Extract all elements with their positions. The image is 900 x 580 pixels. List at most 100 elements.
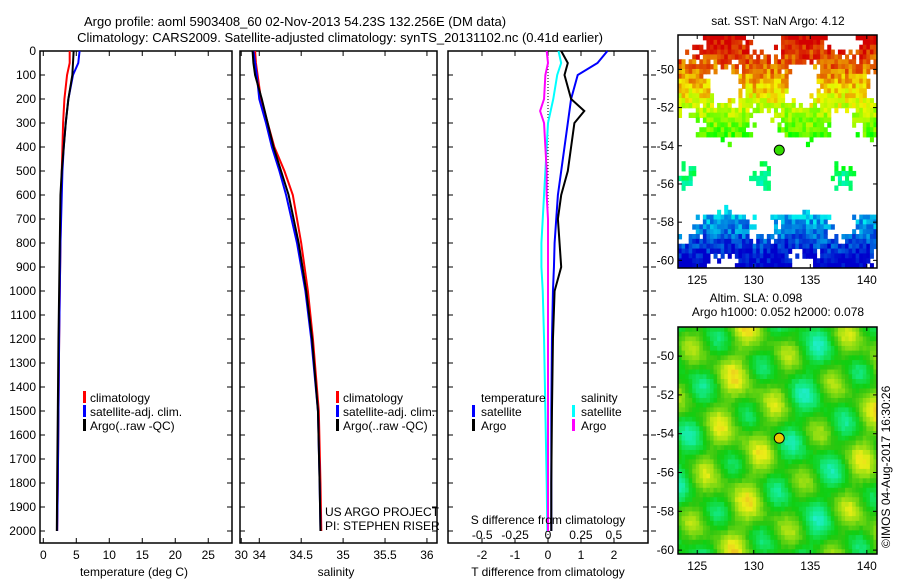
map-cell [699, 88, 704, 94]
map-cell [749, 175, 754, 182]
map-cell [802, 379, 807, 385]
map-cell [802, 454, 807, 460]
map-cell [798, 107, 803, 114]
map-cell [688, 549, 693, 555]
legend-label: Argo(..raw -QC) [90, 419, 175, 433]
map-cell [749, 355, 754, 361]
legend-swatch-climatology [83, 391, 86, 403]
map-cell [685, 501, 690, 508]
map-cell [805, 497, 810, 503]
map-cell [717, 464, 722, 470]
map-cell [841, 393, 846, 399]
map-cell [702, 516, 707, 522]
map-cell [837, 440, 842, 446]
map-cell [781, 530, 786, 536]
map-cell [688, 454, 693, 460]
map-cell [756, 243, 761, 250]
map-cell [678, 369, 683, 375]
map-cell [823, 544, 828, 550]
map-cell [717, 449, 722, 456]
map-cell [763, 473, 768, 479]
map-cell [727, 132, 732, 138]
map-cell [727, 431, 732, 437]
map-cell [834, 355, 839, 361]
map-cell [820, 388, 825, 394]
map-cell [866, 388, 871, 394]
map-cell [841, 516, 846, 522]
map-cell [681, 449, 686, 456]
map-cell [845, 549, 850, 555]
map-cell [845, 253, 850, 259]
map-cell [741, 402, 747, 408]
map-cell [681, 258, 686, 264]
map-cell [784, 506, 789, 512]
map-cell [766, 383, 771, 389]
map-cell [713, 327, 718, 333]
map-cell [795, 327, 800, 333]
map-cell [734, 426, 739, 432]
map-cell [688, 478, 693, 484]
map-cell [738, 35, 743, 41]
map-cell [830, 102, 835, 109]
map-cell [784, 525, 789, 531]
map-cell [724, 49, 729, 55]
map-cell [813, 412, 818, 418]
map-cell [788, 431, 793, 437]
map-cell [692, 440, 697, 446]
map-cell [820, 435, 825, 441]
map-cell [688, 341, 693, 347]
map-cell [823, 379, 828, 385]
map-cell [781, 431, 786, 437]
map-cell [859, 492, 864, 498]
map-cell [802, 327, 807, 333]
map-cell [827, 506, 832, 512]
map-cell [756, 520, 761, 527]
x-tick-label: 25 [202, 548, 216, 562]
map-cell [681, 388, 686, 394]
map-cell [702, 487, 707, 494]
map-cell [827, 492, 832, 498]
map-cell [752, 445, 757, 451]
map-cell [866, 224, 871, 230]
map-cell [695, 445, 700, 451]
map-cell [859, 483, 864, 489]
map-cell [692, 393, 697, 399]
map-cell [756, 388, 761, 394]
map-cell [695, 248, 700, 254]
map-cell [777, 449, 782, 456]
map-cell [692, 506, 697, 512]
map-cell [834, 402, 839, 408]
map-cell [745, 132, 750, 138]
map-cell [859, 83, 864, 89]
legend-label: satellite-adj. clim. [90, 405, 182, 419]
map-cell [866, 122, 871, 128]
map-cell [678, 175, 683, 182]
map-cell [749, 530, 754, 536]
map-cell [741, 35, 747, 41]
map-cell [845, 364, 850, 371]
temperature-legend: climatology satellite-adj. clim. Argo(..… [83, 391, 182, 433]
map-cell [873, 388, 878, 394]
legend-label: Argo(..raw -QC) [343, 419, 428, 433]
map-cell [678, 544, 683, 550]
map-cell [745, 122, 750, 128]
map-cell [802, 117, 807, 123]
map-cell [692, 54, 697, 60]
map-cell [713, 464, 718, 470]
map-cell [823, 117, 828, 123]
map-cell [830, 175, 835, 182]
map-cell [852, 374, 857, 380]
map-cell [862, 238, 867, 245]
map-cell [859, 341, 864, 347]
map-cell [741, 224, 747, 230]
map-cell [685, 383, 690, 389]
map-cell [702, 459, 707, 465]
map-cell [866, 492, 871, 498]
map-cell [688, 412, 693, 418]
map-cell [713, 426, 718, 432]
map-cell [781, 539, 786, 546]
map-cell [777, 229, 782, 235]
map-cell [727, 122, 732, 128]
map-cell [727, 44, 732, 51]
map-cell [859, 59, 864, 65]
